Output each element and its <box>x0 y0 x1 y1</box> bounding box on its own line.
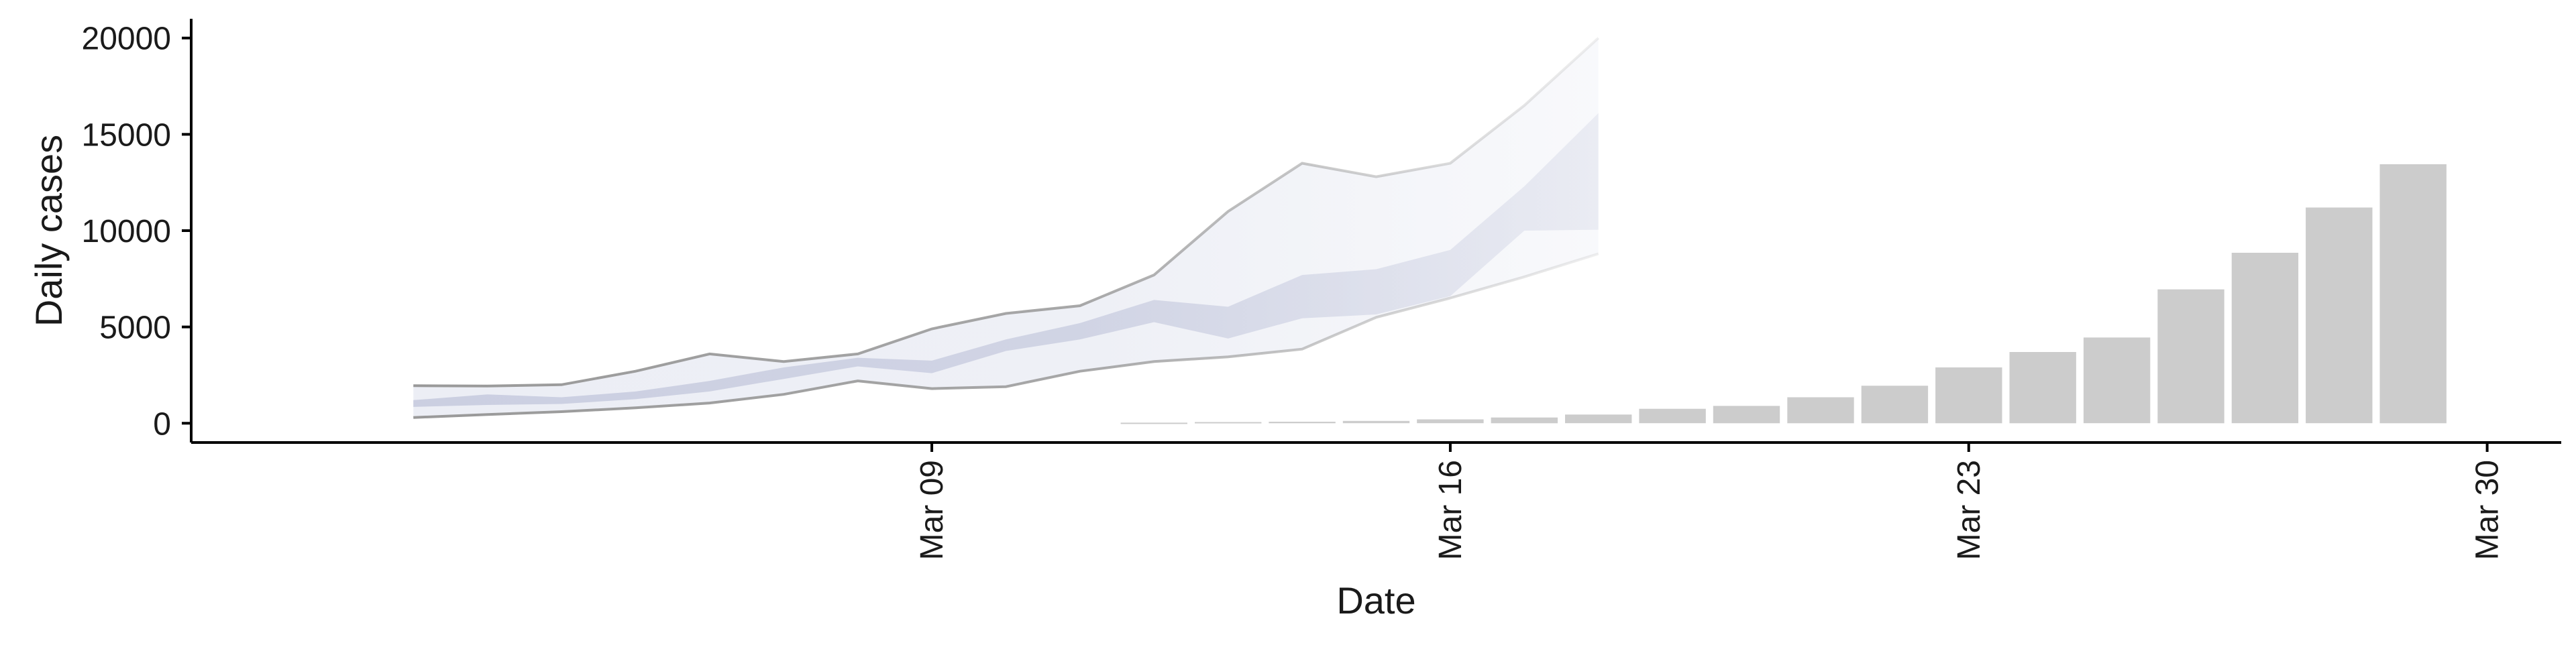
bar <box>2231 253 2299 424</box>
y-axis-ticks: 0 5000 10000 15000 20000 <box>82 21 191 442</box>
outer-band-upper-line <box>413 37 1600 388</box>
bar <box>2379 164 2447 424</box>
bar <box>2083 337 2151 424</box>
outer-band-lower-line <box>413 252 1599 419</box>
bar <box>1565 414 1632 424</box>
y-axis-title: Daily cases <box>28 135 70 327</box>
bar <box>1861 386 1929 424</box>
forecast-bands <box>413 37 1600 419</box>
bar <box>1639 408 1706 424</box>
x-tick-label: Mar 30 <box>2470 460 2506 560</box>
reported-cases-bars <box>1120 164 2447 424</box>
y-tick-label: 0 <box>153 406 171 442</box>
x-tick-label: Mar 09 <box>914 460 950 560</box>
bar <box>2306 207 2373 424</box>
x-tick-label: Mar 16 <box>1433 460 1468 560</box>
bar <box>1120 422 1187 424</box>
outer-credible-band <box>413 38 1599 418</box>
bar <box>2157 289 2224 424</box>
bar <box>1195 422 1262 424</box>
axes: Mar 09 Mar 16 Mar 23 Mar 30 0 5000 10000 15000… <box>28 19 2561 622</box>
bar <box>1935 367 2002 424</box>
bar <box>1787 397 1854 424</box>
y-tick-label: 15000 <box>82 117 171 153</box>
bar <box>1417 419 1484 424</box>
x-axis-title: Date <box>1336 579 1415 622</box>
x-tick-label: Mar 23 <box>1951 460 1987 560</box>
bar <box>1713 406 1780 424</box>
x-axis-ticks: Mar 09 Mar 16 Mar 23 Mar 30 <box>914 443 2506 560</box>
y-tick-label: 5000 <box>99 310 171 346</box>
y-tick-label: 20000 <box>82 21 171 57</box>
inner-credible-band <box>413 113 1599 407</box>
bar <box>1269 422 1336 424</box>
bar <box>2009 352 2076 424</box>
bar <box>1491 417 1558 424</box>
bar <box>1342 420 1410 424</box>
y-tick-label: 10000 <box>82 214 171 249</box>
